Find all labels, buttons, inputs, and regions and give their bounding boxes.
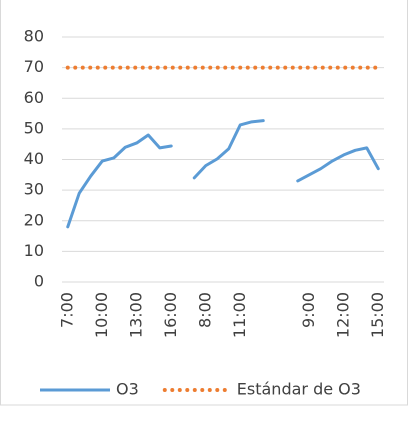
chart-border (0, 0, 408, 406)
legend-label: O3 (116, 380, 139, 399)
y-tick-label: 60 (24, 88, 44, 107)
x-tick-label: 13:00 (126, 292, 145, 338)
y-tick-label: 0 (34, 272, 44, 291)
y-tick-label: 30 (24, 180, 44, 199)
y-tick-label: 50 (24, 118, 44, 137)
x-tick-label: 7:00 (57, 292, 76, 328)
x-tick-label: 11:00 (230, 292, 249, 338)
y-tick-label: 10 (24, 241, 44, 260)
x-tick-label: 12:00 (333, 292, 352, 338)
x-tick-label: 8:00 (195, 292, 214, 328)
x-tick-label: 15:00 (368, 292, 387, 338)
y-tick-label: 20 (24, 210, 44, 229)
x-tick-label: 16:00 (161, 292, 180, 338)
legend-label: Estándar de O3 (237, 380, 361, 399)
x-tick-label: 9:00 (299, 292, 318, 328)
x-tick-label: 10:00 (92, 292, 111, 338)
series-line (66, 119, 380, 229)
y-tick-label: 40 (24, 149, 44, 168)
y-tick-label: 70 (24, 57, 44, 76)
y-tick-label: 80 (24, 27, 44, 46)
